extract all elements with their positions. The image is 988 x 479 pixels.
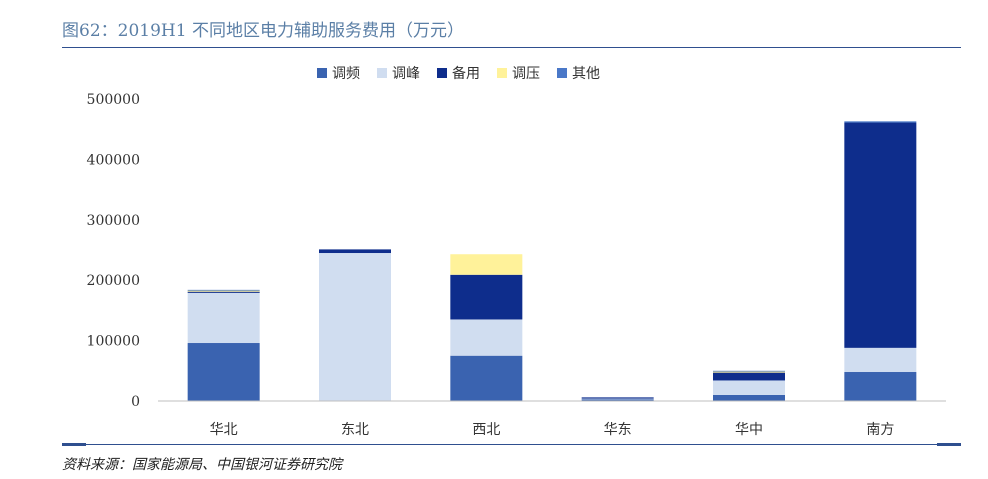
- x-tick-label: 西北: [472, 422, 500, 438]
- bar-segment: [713, 394, 785, 401]
- bar-segment: [713, 380, 785, 395]
- bar-segment: [713, 370, 785, 372]
- source-note: 资料来源：国家能源局、中国银河证券研究院: [62, 457, 342, 473]
- y-axis: 0 100000 200000 300000 400000 500000: [87, 92, 140, 410]
- legend-label: 调压: [512, 66, 540, 82]
- bar-segment: [844, 121, 917, 123]
- legend-label: 调频: [332, 66, 360, 82]
- bar-segment: [187, 291, 260, 293]
- footer-rule-accent-right: [937, 443, 961, 446]
- legend-swatch: [377, 68, 387, 78]
- x-tick-label: 华东: [604, 422, 632, 438]
- bar-segment: [844, 347, 917, 373]
- legend: 调频 调峰 备用 调压 其他: [317, 65, 600, 82]
- bar-segment: [450, 274, 523, 320]
- bar-segment: [713, 371, 785, 373]
- legend-swatch: [497, 68, 507, 78]
- footer-rule: [62, 444, 961, 445]
- legend-label: 备用: [452, 65, 480, 82]
- legend-swatch: [557, 68, 567, 78]
- chart-title: 图62：2019H1 不同地区电力辅助服务费用（万元）: [62, 21, 464, 41]
- footer-rule-accent-left: [62, 443, 86, 446]
- bar-segment: [581, 397, 654, 399]
- bars: [187, 121, 917, 401]
- bar-segment: [187, 343, 260, 401]
- legend-label: 其他: [572, 66, 600, 82]
- legend-swatch: [317, 68, 327, 78]
- bar-segment: [581, 398, 654, 400]
- bar-segment: [844, 122, 917, 348]
- bar-segment: [319, 249, 391, 254]
- x-tick-label: 华北: [210, 422, 238, 438]
- bar-segment: [319, 253, 391, 401]
- y-tick-label: 400000: [87, 152, 140, 168]
- bar-segment: [187, 292, 260, 344]
- bar-segment: [450, 254, 523, 275]
- y-tick-label: 100000: [87, 334, 140, 350]
- x-tick-label: 华中: [735, 422, 763, 438]
- x-tick-label: 南方: [866, 422, 894, 438]
- x-axis: 华北 东北 西北 华东 华中 南方: [158, 400, 946, 438]
- bar-segment: [450, 319, 523, 356]
- bar-segment: [844, 372, 917, 401]
- bar-segment: [713, 372, 785, 381]
- y-tick-label: 200000: [87, 273, 140, 289]
- bar-segment: [581, 399, 654, 401]
- y-tick-label: 500000: [87, 92, 140, 108]
- legend-label: 调峰: [392, 66, 420, 82]
- bar-segment: [187, 290, 260, 292]
- y-tick-label: 300000: [87, 213, 140, 229]
- y-tick-label: 0: [131, 394, 140, 410]
- title-rule: [62, 47, 961, 48]
- bar-segment: [187, 289, 260, 291]
- bar-segment: [450, 355, 523, 401]
- legend-swatch: [437, 68, 447, 78]
- x-tick-label: 东北: [341, 422, 369, 438]
